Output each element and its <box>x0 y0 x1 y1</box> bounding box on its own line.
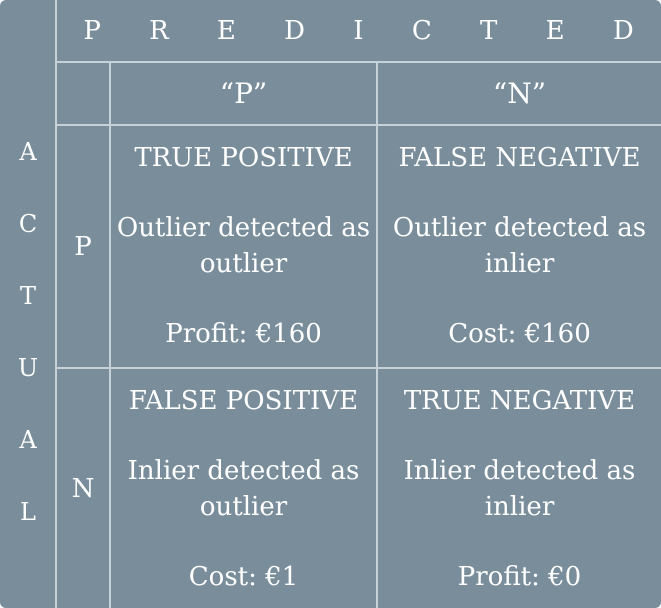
grid-line <box>56 367 661 369</box>
grid-line <box>376 62 378 608</box>
actual-letter: A <box>19 138 37 166</box>
row-header-p: P <box>74 231 92 262</box>
cell-value: Cost: €160 <box>448 319 591 349</box>
row-header-n: N <box>71 473 95 504</box>
grid-line <box>56 124 661 126</box>
column-header-n: “N” <box>492 77 547 110</box>
grid-line <box>55 61 661 63</box>
cell-title: TRUE POSITIVE <box>134 143 353 173</box>
cell-false-negative: FALSE NEGATIVE Outlier detected as inlie… <box>378 126 661 367</box>
cell-description: Outlier detected as outlier <box>116 213 371 279</box>
grid-line <box>109 62 111 608</box>
actual-letter: L <box>20 498 36 526</box>
actual-header: A C T U A L <box>0 62 56 608</box>
actual-letter: C <box>18 210 38 238</box>
actual-letter: U <box>17 354 39 382</box>
cell-title: TRUE NEGATIVE <box>403 386 636 416</box>
cell-value: Profit: €160 <box>165 319 322 349</box>
cell-true-positive: TRUE POSITIVE Outlier detected as outlie… <box>111 126 376 367</box>
cell-title: FALSE NEGATIVE <box>398 143 641 173</box>
predicted-header: P R E D I C T E D <box>83 16 654 46</box>
actual-letter: T <box>19 282 36 310</box>
cell-title: FALSE POSITIVE <box>128 386 359 416</box>
corner-cell <box>0 0 55 61</box>
cell-value: Profit: €0 <box>457 562 582 592</box>
cell-description: Inlier detected as inlier <box>403 456 636 522</box>
cell-value: Cost: €1 <box>188 562 299 592</box>
cell-false-positive: FALSE POSITIVE Inlier detected as outlie… <box>111 369 376 608</box>
cell-description: Inlier detected as outlier <box>127 456 360 522</box>
actual-letter: A <box>19 426 37 454</box>
grid-line <box>55 0 57 608</box>
cell-true-negative: TRUE NEGATIVE Inlier detected as inlier … <box>378 369 661 608</box>
cell-description: Outlier detected as inlier <box>392 213 647 279</box>
column-header-p: “P” <box>219 77 268 110</box>
